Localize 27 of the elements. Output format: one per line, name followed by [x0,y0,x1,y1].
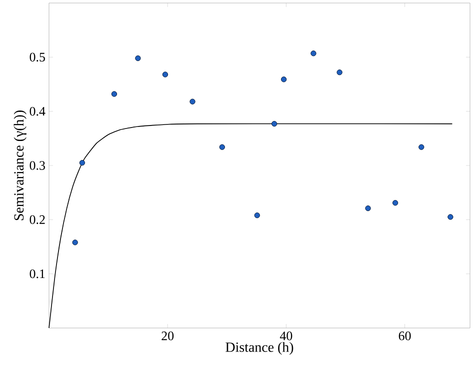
y-tick-label: 0.2 [30,215,45,224]
line-series [48,123,453,328]
point [392,200,398,206]
point [79,160,86,166]
y-axis-title: Semivariance (γ(h)) [14,110,26,220]
point [219,144,225,150]
x-tick-label: 20 [162,332,174,340]
point [271,120,278,127]
point [135,55,141,62]
y-tick-label: 0.3 [30,161,45,170]
y-tick-label: 0.1 [30,269,45,278]
y-tick-label: 0.5 [30,52,45,62]
point [162,72,168,78]
point [336,69,342,76]
point [254,212,260,218]
point [418,144,424,150]
x-tick-label: 40 [280,332,292,340]
point [111,91,118,97]
point [72,240,78,246]
point [310,50,316,56]
x-axis-title: Distance (h) [226,342,294,355]
x-tick-label: 60 [398,332,411,340]
y-tick-label: 0.4 [30,106,46,116]
point [190,98,196,104]
point [280,76,287,82]
point [365,205,371,212]
point [448,214,454,220]
